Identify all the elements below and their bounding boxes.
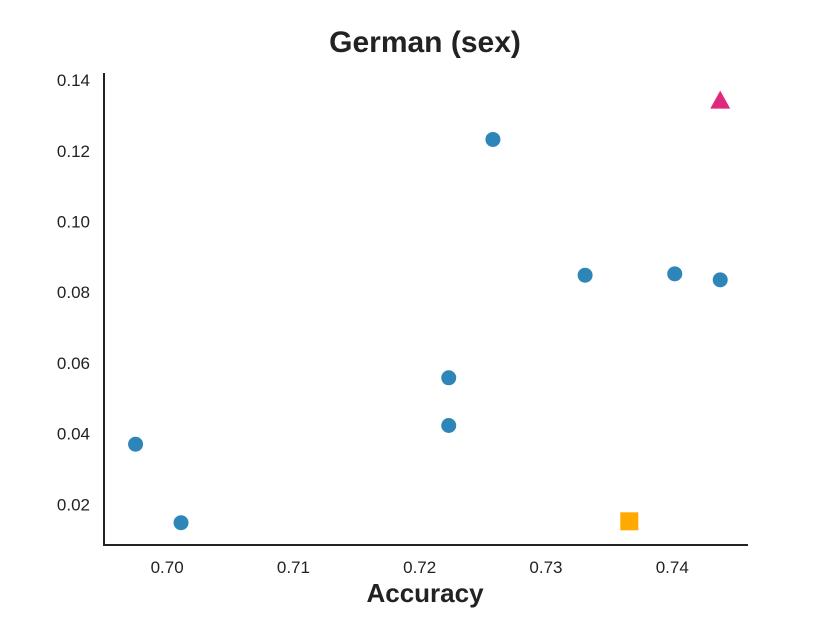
data-point-circle bbox=[128, 436, 144, 452]
chart-title: German (sex) bbox=[329, 26, 521, 59]
data-point-circle bbox=[712, 272, 728, 288]
y-axis-ticks: 0.02 0.04 0.06 0.08 0.10 0.12 0.14 bbox=[57, 71, 90, 514]
x-tick-label: 0.70 bbox=[151, 558, 184, 577]
y-tick-label: 0.12 bbox=[57, 142, 90, 161]
data-point-square bbox=[620, 512, 639, 531]
x-tick-label: 0.74 bbox=[656, 558, 689, 577]
y-tick-label: 0.14 bbox=[57, 71, 90, 90]
x-tick-label: 0.73 bbox=[529, 558, 562, 577]
data-point-circle bbox=[577, 267, 593, 283]
data-markers bbox=[128, 90, 731, 531]
x-axis-label: Accuracy bbox=[366, 578, 484, 608]
data-point-triangle bbox=[710, 90, 731, 109]
y-tick-label: 0.06 bbox=[57, 354, 90, 373]
data-point-circle bbox=[667, 266, 683, 282]
x-tick-label: 0.72 bbox=[403, 558, 436, 577]
data-point-circle bbox=[441, 417, 457, 433]
y-tick-label: 0.02 bbox=[57, 495, 90, 514]
data-point-circle bbox=[173, 515, 189, 531]
y-tick-label: 0.08 bbox=[57, 283, 90, 302]
x-tick-label: 0.71 bbox=[277, 558, 310, 577]
y-tick-label: 0.10 bbox=[57, 212, 90, 231]
data-point-circle bbox=[485, 131, 501, 147]
data-point-circle bbox=[441, 370, 457, 386]
x-axis-ticks: 0.70 0.71 0.72 0.73 0.74 bbox=[151, 558, 689, 577]
y-tick-label: 0.04 bbox=[57, 425, 90, 444]
